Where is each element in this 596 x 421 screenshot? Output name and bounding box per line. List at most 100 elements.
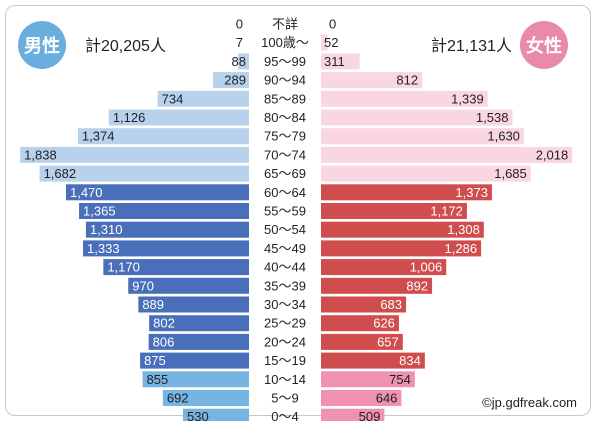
male-value-label: 855 (147, 372, 169, 387)
male-value-label: 0 (236, 17, 243, 32)
male-value-label: 530 (187, 409, 209, 421)
male-value-label: 734 (162, 91, 184, 106)
female-value-label: 626 (373, 316, 395, 331)
male-bar (183, 408, 249, 421)
male-bar (103, 259, 250, 276)
female-value-label: 1,006 (410, 260, 443, 275)
age-label: 55～59 (264, 204, 306, 219)
male-value-label: 289 (224, 73, 246, 88)
male-bar (138, 296, 249, 313)
male-value-label: 806 (153, 334, 175, 349)
female-value-label: 834 (399, 353, 421, 368)
female-bar (321, 34, 328, 51)
female-value-label: 1,538 (476, 110, 509, 125)
male-value-label: 889 (142, 297, 164, 312)
male-badge-circle (18, 21, 66, 69)
female-value-label: 509 (359, 409, 381, 421)
female-bar (321, 390, 402, 406)
female-bar (321, 259, 447, 276)
age-label: 45～49 (264, 241, 306, 256)
male-value-label: 1,682 (44, 166, 77, 181)
male-value-label: 692 (167, 391, 189, 406)
age-label: 10～14 (264, 372, 306, 387)
male-bar (20, 146, 249, 163)
male-bar (85, 221, 249, 238)
female-badge-circle (520, 21, 568, 69)
female-bar (321, 72, 423, 89)
male-value-label: 1,333 (87, 241, 120, 256)
female-value-label: 1,172 (430, 204, 463, 219)
male-bar (65, 184, 249, 201)
male-bar (108, 109, 249, 126)
age-label: 90～94 (264, 73, 306, 88)
age-label: 85～89 (264, 91, 306, 106)
male-value-label: 1,365 (83, 204, 116, 219)
age-label: 75～79 (264, 129, 306, 144)
female-bar (321, 352, 425, 369)
female-bar (321, 296, 407, 313)
age-label: 100歳～ (261, 35, 309, 50)
credit-text: ©jp.gdfreak.com (482, 395, 577, 410)
female-bar (321, 146, 573, 163)
female-value-label: 1,630 (487, 129, 520, 144)
male-bar (79, 203, 250, 219)
female-bar (321, 184, 492, 201)
male-value-label: 88 (232, 54, 246, 69)
female-value-label: 1,339 (451, 91, 484, 106)
female-bar (321, 165, 531, 182)
female-bar (321, 333, 403, 350)
male-value-label: 970 (132, 278, 154, 293)
male-bar (128, 277, 249, 294)
female-bar (321, 221, 484, 238)
age-label: 50～54 (264, 222, 306, 237)
age-label: 0～4 (271, 409, 298, 421)
female-value-label: 1,373 (455, 185, 488, 200)
age-label: 5～9 (271, 391, 298, 406)
male-bar (142, 371, 249, 388)
male-bar (148, 333, 249, 350)
female-value-label: 0 (329, 17, 336, 32)
male-bar (77, 128, 249, 145)
male-value-label: 1,126 (113, 110, 146, 125)
female-value-label: 892 (406, 278, 428, 293)
female-badge-label: 女性 (526, 35, 562, 57)
male-bar (39, 165, 249, 182)
bars-layer: 不詳 0 0 100歳～ 7 52 95～99 88 311 90～94 289 812 85～89 73… (20, 17, 573, 421)
age-label: 80～84 (264, 110, 306, 125)
female-value-label: 311 (324, 54, 345, 69)
female-value-label: 754 (389, 372, 411, 387)
male-total: 計20,205人 (85, 37, 166, 55)
female-bar (321, 240, 482, 257)
age-label: 35～39 (264, 278, 306, 293)
female-bar (321, 90, 488, 107)
female-bar (321, 203, 467, 219)
female-bar (321, 128, 524, 145)
age-label: 70～74 (264, 147, 306, 162)
female-bar (321, 371, 415, 388)
age-label: 不詳 (272, 17, 298, 32)
female-value-label: 683 (380, 297, 402, 312)
age-label: 25～29 (264, 316, 306, 331)
age-label: 60～64 (264, 185, 306, 200)
age-label: 20～24 (264, 334, 306, 349)
female-bar (321, 53, 360, 70)
male-bar (140, 352, 249, 369)
age-label: 40～44 (264, 260, 306, 275)
female-value-label: 657 (377, 334, 399, 349)
male-value-label: 1,310 (90, 222, 123, 237)
female-value-label: 52 (324, 35, 338, 50)
male-bar (213, 72, 249, 89)
female-total: 計21,131人 (431, 37, 512, 55)
male-bar (157, 90, 249, 107)
female-bar (321, 277, 433, 294)
female-value-label: 2,018 (536, 147, 569, 162)
male-badge-label: 男性 (24, 35, 60, 57)
male-value-label: 802 (153, 316, 175, 331)
female-bar (321, 408, 385, 421)
female-badge: 女性 (520, 21, 568, 69)
female-value-label: 1,308 (447, 222, 480, 237)
age-label: 65～69 (264, 166, 306, 181)
female-value-label: 812 (396, 73, 418, 88)
male-value-label: 875 (144, 353, 166, 368)
male-badge: 男性 (18, 21, 66, 69)
